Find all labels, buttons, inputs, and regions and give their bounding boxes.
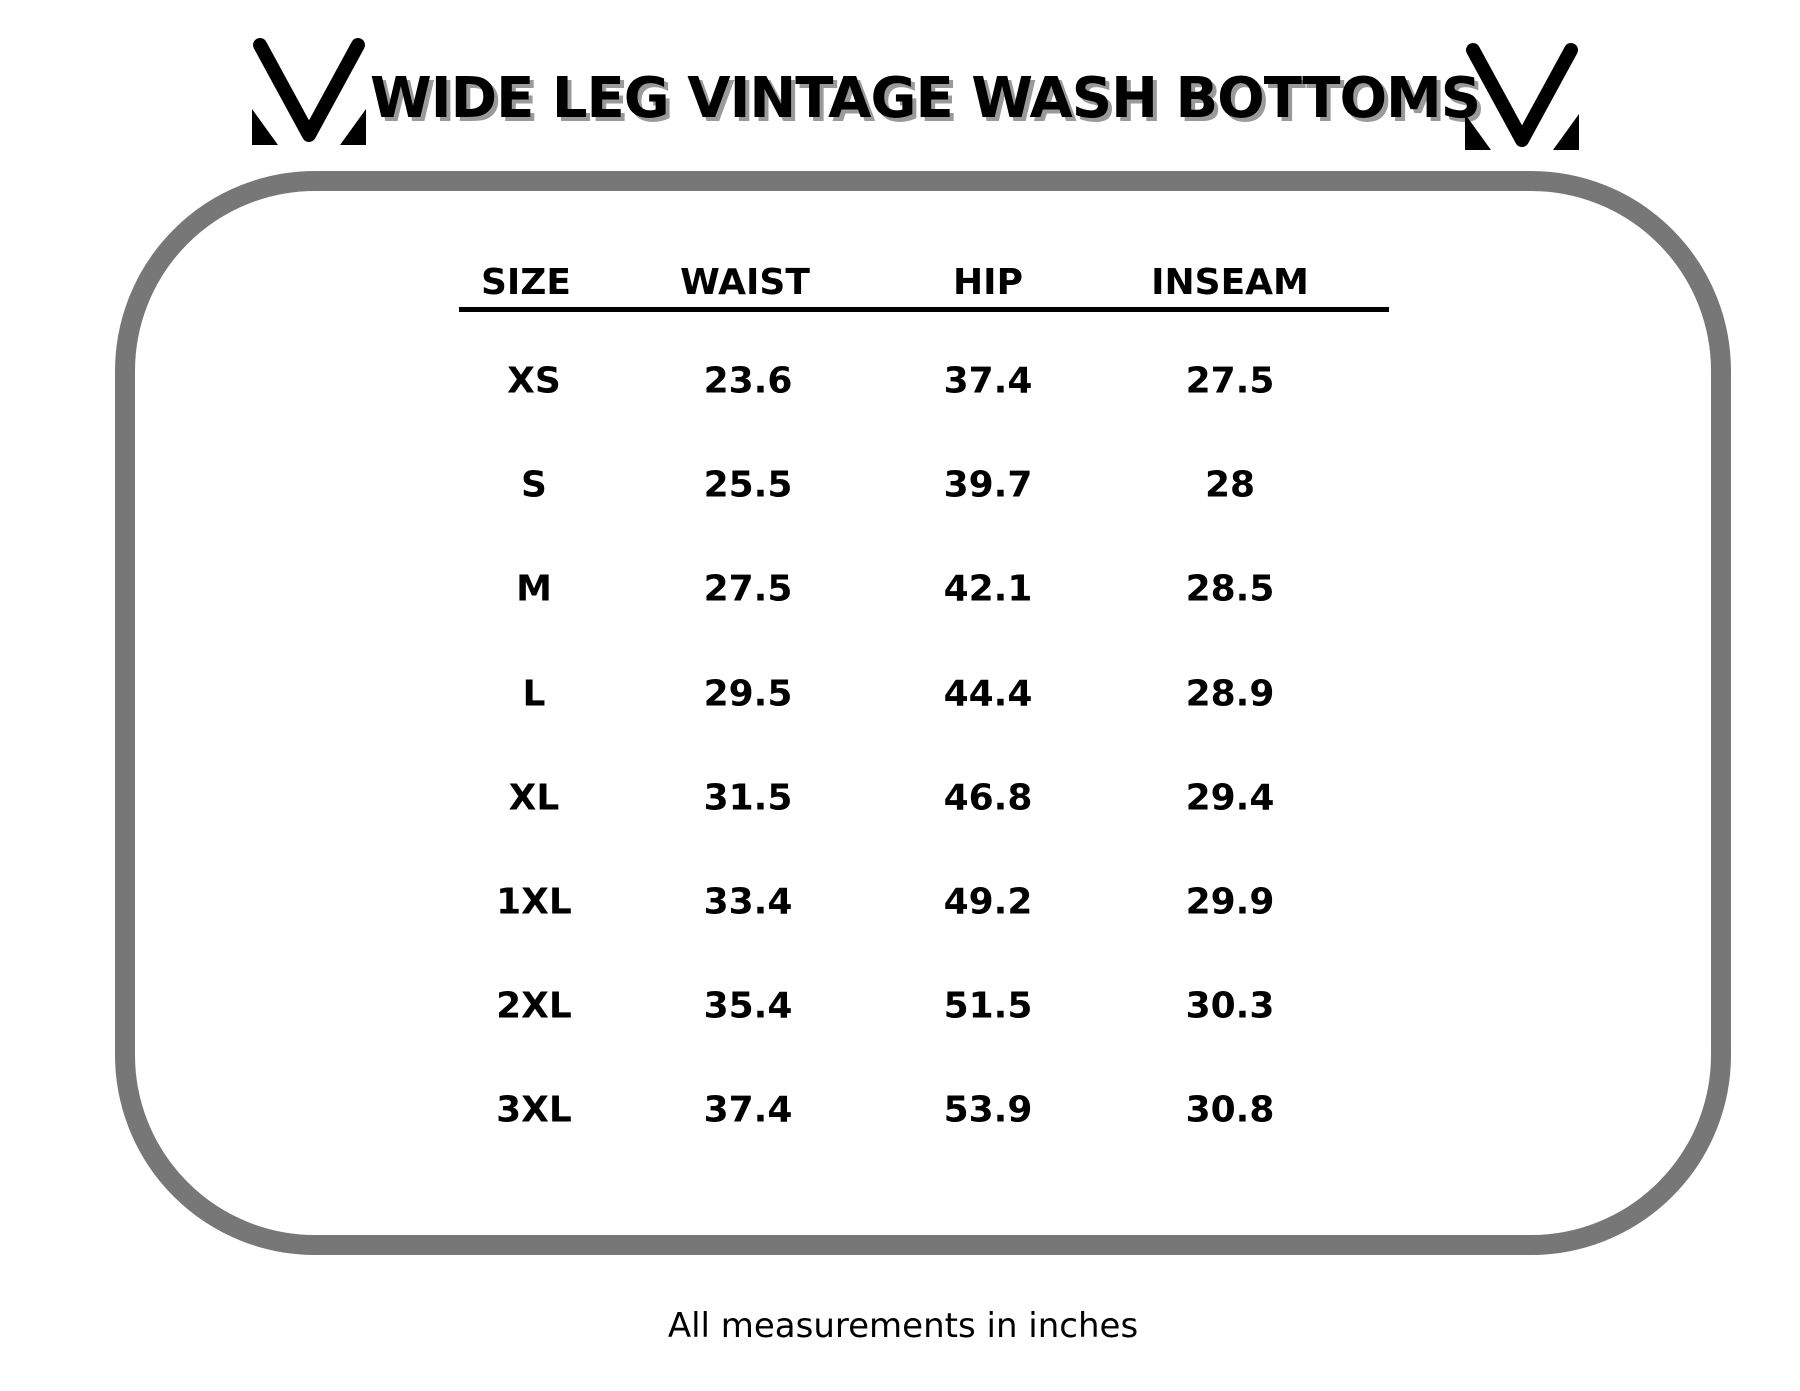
cell-waist: 31.5 — [703, 777, 793, 819]
cell-hip: 53.9 — [943, 1089, 1033, 1131]
cell-hip: 44.4 — [943, 673, 1033, 715]
brand-logo-left — [252, 38, 366, 145]
column-header-hip: HIP — [953, 262, 1023, 303]
cell-hip: 37.4 — [943, 360, 1033, 402]
cell-inseam: 30.3 — [1185, 985, 1275, 1027]
cell-hip: 46.8 — [943, 777, 1033, 819]
cell-hip: 39.7 — [943, 464, 1033, 506]
cell-size: S — [521, 464, 547, 506]
cell-inseam: 29.4 — [1185, 777, 1275, 819]
cell-size: M — [516, 568, 552, 610]
cell-inseam: 29.9 — [1185, 881, 1275, 923]
cell-size: L — [522, 673, 546, 715]
column-header-waist: WAIST — [680, 262, 810, 303]
cell-inseam: 28.5 — [1185, 568, 1275, 610]
cell-hip: 51.5 — [943, 985, 1033, 1027]
cell-waist: 27.5 — [703, 568, 793, 610]
cell-waist: 35.4 — [703, 985, 793, 1027]
cell-hip: 42.1 — [943, 568, 1033, 610]
cell-waist: 33.4 — [703, 881, 793, 923]
cell-inseam: 28.9 — [1185, 673, 1275, 715]
cell-hip: 49.2 — [943, 881, 1033, 923]
cell-waist: 37.4 — [703, 1089, 793, 1131]
page-title: WIDE LEG VINTAGE WASH BOTTOMS — [370, 66, 1481, 131]
cell-waist: 23.6 — [703, 360, 793, 402]
cell-size: XS — [507, 360, 561, 402]
column-header-inseam: INSEAM — [1151, 262, 1309, 303]
cell-inseam: 30.8 — [1185, 1089, 1275, 1131]
cell-size: XL — [508, 777, 560, 819]
cell-size: 3XL — [496, 1089, 572, 1131]
cell-size: 1XL — [496, 881, 572, 923]
header-divider — [459, 307, 1389, 312]
cell-waist: 25.5 — [703, 464, 793, 506]
size-chart-frame — [115, 171, 1731, 1255]
cell-inseam: 27.5 — [1185, 360, 1275, 402]
column-header-size: SIZE — [480, 262, 572, 303]
cell-inseam: 28 — [1204, 464, 1256, 506]
measurement-note: All measurements in inches — [667, 1306, 1139, 1346]
cell-waist: 29.5 — [703, 673, 793, 715]
brand-logo-right — [1465, 43, 1579, 150]
cell-size: 2XL — [496, 985, 572, 1027]
